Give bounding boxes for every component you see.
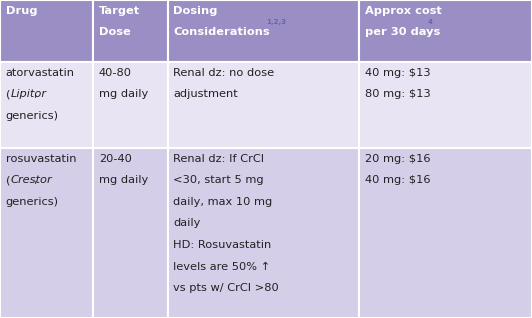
Text: 40-80: 40-80 [99, 68, 132, 78]
Text: 20 mg: $16: 20 mg: $16 [365, 154, 430, 163]
Bar [359, 0, 532, 62]
Text: Dose: Dose [99, 27, 131, 37]
Bar [0, 148, 93, 318]
Text: Renal dz: If CrCl: Renal dz: If CrCl [173, 154, 264, 163]
Text: 40 mg: $13: 40 mg: $13 [365, 68, 430, 78]
Text: <30, start 5 mg: <30, start 5 mg [173, 175, 264, 185]
Bar [93, 0, 168, 62]
Text: ,: , [33, 175, 37, 185]
Bar [359, 148, 532, 318]
Text: atorvastatin: atorvastatin [6, 68, 75, 78]
Text: 1,2,3: 1,2,3 [267, 19, 287, 25]
Text: Target: Target [99, 6, 140, 16]
Text: Considerations: Considerations [173, 27, 270, 37]
Text: daily, max 10 mg: daily, max 10 mg [173, 197, 273, 207]
Text: Dosing: Dosing [173, 6, 218, 16]
Bar [359, 62, 532, 148]
Text: ,: , [34, 89, 37, 99]
Text: generics): generics) [6, 111, 59, 121]
Text: Crestor: Crestor [11, 175, 52, 185]
Text: HD: Rosuvastatin: HD: Rosuvastatin [173, 240, 272, 250]
Text: 80 mg: $13: 80 mg: $13 [365, 89, 431, 99]
Text: 4: 4 [428, 19, 433, 25]
Bar [93, 62, 168, 148]
Text: 40 mg: $16: 40 mg: $16 [365, 175, 430, 185]
Bar [93, 148, 168, 318]
Text: Approx cost: Approx cost [365, 6, 442, 16]
Text: mg daily: mg daily [99, 175, 148, 185]
Text: levels are 50% ↑: levels are 50% ↑ [173, 262, 271, 272]
Text: rosuvastatin: rosuvastatin [6, 154, 77, 163]
Bar [168, 148, 359, 318]
Bar [168, 62, 359, 148]
Text: daily: daily [173, 218, 201, 228]
Text: per 30 days: per 30 days [365, 27, 440, 37]
Bar [0, 62, 93, 148]
Text: adjustment: adjustment [173, 89, 238, 99]
Text: (: ( [6, 89, 10, 99]
Text: 20-40: 20-40 [99, 154, 132, 163]
Text: Drug: Drug [6, 6, 37, 16]
Bar [0, 0, 93, 62]
Bar [168, 0, 359, 62]
Text: Lipitor: Lipitor [11, 89, 46, 99]
Text: generics): generics) [6, 197, 59, 207]
Text: Renal dz: no dose: Renal dz: no dose [173, 68, 275, 78]
Text: (: ( [6, 175, 10, 185]
Text: vs pts w/ CrCl >80: vs pts w/ CrCl >80 [173, 283, 279, 293]
Text: mg daily: mg daily [99, 89, 148, 99]
